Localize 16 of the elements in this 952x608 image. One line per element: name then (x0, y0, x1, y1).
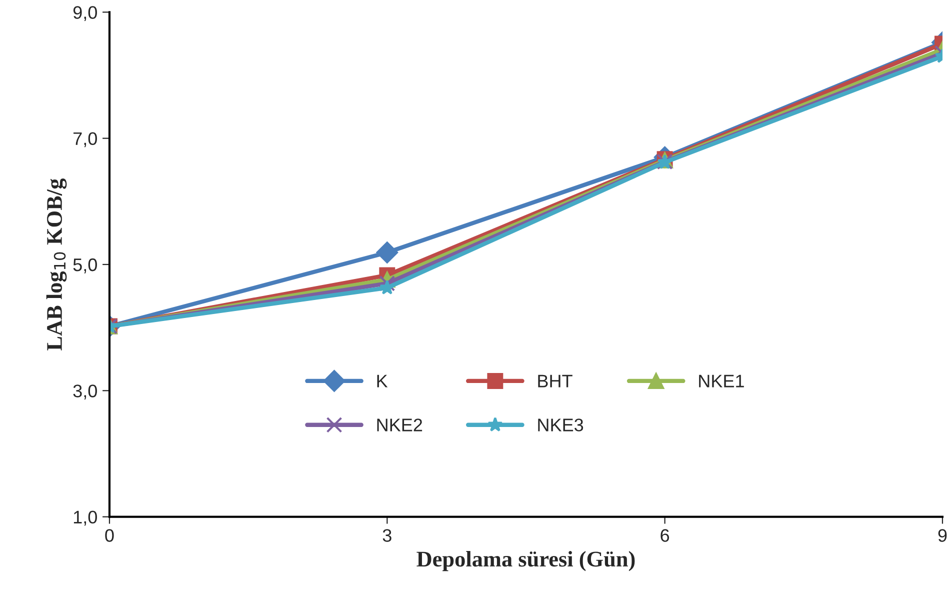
y-tick-label: 1,0 (74, 510, 97, 526)
x-tick-label: 0 (105, 529, 114, 542)
legend-label: NKE3 (538, 418, 584, 432)
x-tick-label: 6 (660, 529, 670, 542)
x-axis-title: Depolama süresi (Gün) (416, 550, 635, 572)
y-tick-label: 7,0 (74, 132, 97, 148)
y-tick-label: 3,0 (73, 384, 97, 400)
x-tick-label: 3 (382, 529, 392, 542)
y-axis-title: LAB log$_{10}$ KOB/g (46, 178, 67, 350)
legend-label: K (377, 374, 388, 388)
y-tick-label: 5,0 (73, 258, 97, 274)
legend-label: NKE1 (699, 374, 744, 388)
y-tick-label: 9,0 (73, 6, 97, 22)
legend-label: BHT (538, 374, 572, 388)
x-tick-label: 9 (938, 529, 947, 542)
legend-label: NKE2 (377, 418, 422, 432)
